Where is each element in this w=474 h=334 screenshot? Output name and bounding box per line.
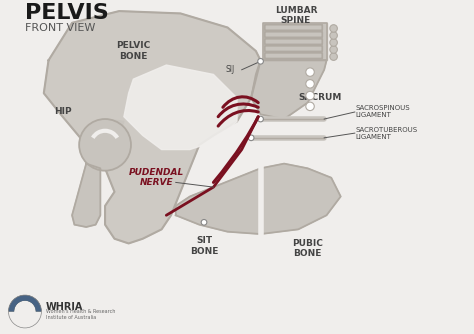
Text: HIP: HIP [54,108,72,117]
FancyBboxPatch shape [265,25,322,30]
Text: PUBIC
BONE: PUBIC BONE [292,239,323,258]
Wedge shape [9,295,41,312]
Text: SACRUM: SACRUM [298,94,342,103]
Polygon shape [44,11,261,243]
Circle shape [330,39,337,46]
Circle shape [330,25,337,32]
Polygon shape [251,60,327,119]
Text: SACROTUBEROUS
LIGAMENT: SACROTUBEROUS LIGAMENT [356,127,418,140]
Text: SACROSPINOUS
LIGAMENT: SACROSPINOUS LIGAMENT [356,106,410,119]
Polygon shape [124,65,237,150]
Circle shape [306,68,314,76]
Text: Women's Health & Research
Institute of Australia: Women's Health & Research Institute of A… [46,309,116,320]
Polygon shape [91,119,124,168]
Circle shape [306,91,314,100]
Circle shape [306,79,314,88]
Polygon shape [263,23,327,60]
Text: WHRIA: WHRIA [46,302,83,312]
Polygon shape [176,164,341,234]
Text: SIJ: SIJ [226,65,235,74]
FancyBboxPatch shape [265,32,322,37]
Text: PELVIC
BONE: PELVIC BONE [116,41,150,61]
Circle shape [201,219,207,225]
Text: LUMBAR
SPINE: LUMBAR SPINE [274,6,317,25]
Wedge shape [9,295,41,312]
Wedge shape [9,295,41,312]
Text: SIT
BONE: SIT BONE [190,236,218,256]
Circle shape [330,53,337,60]
Text: PUDENDAL
NERVE: PUDENDAL NERVE [129,168,184,187]
Circle shape [258,58,264,64]
Circle shape [79,119,131,171]
Polygon shape [72,164,100,227]
FancyBboxPatch shape [265,46,322,51]
Text: PELVIS: PELVIS [25,3,109,23]
FancyBboxPatch shape [265,39,322,44]
Circle shape [306,102,314,111]
FancyBboxPatch shape [265,53,322,58]
Circle shape [248,135,254,141]
Circle shape [330,46,337,53]
Circle shape [258,116,264,122]
Circle shape [330,32,337,39]
Text: FRONT VIEW: FRONT VIEW [25,22,95,32]
Wedge shape [9,295,41,312]
